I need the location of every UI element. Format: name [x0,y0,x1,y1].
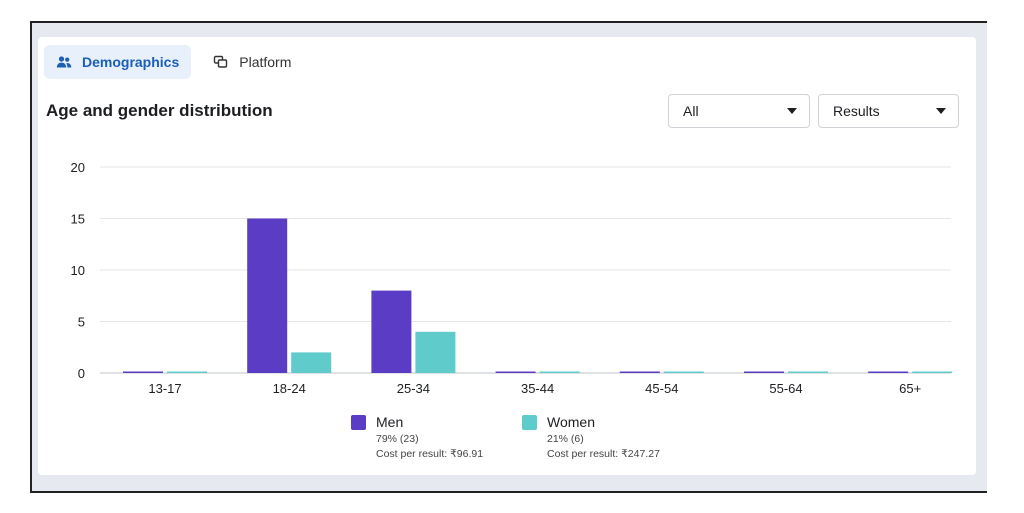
y-tick-label: 0 [78,366,85,381]
legend-men-name: Men [376,414,404,430]
caret-down-icon [787,108,797,114]
tab-bar: Demographics Platform [44,45,303,79]
x-tick-label: 55-64 [769,381,802,396]
age-gender-bar-chart: 0 5 10 15 20 13-17 18-24 25-34 35-44 45-54 55-64 65… [71,160,953,396]
bar-men-35-44 [495,371,536,373]
legend-women: Women 21% (6) Cost per result: ₹247.27 [522,414,660,460]
x-tick-label: 45-54 [645,381,678,396]
y-tick-label: 10 [71,263,85,278]
tab-demographics[interactable]: Demographics [44,45,192,79]
audience-filter-value: All [683,103,699,119]
y-tick-label: 15 [71,212,85,227]
x-tick-label: 18-24 [273,381,306,396]
x-tick-label: 13-17 [148,381,181,396]
tab-demographics-label: Demographics [82,54,180,70]
legend-women-cost: Cost per result: ₹247.27 [547,448,660,460]
bar-men-55-64 [744,371,784,373]
x-tick-label: 25-34 [397,381,430,396]
bar-men-25-34 [371,290,412,373]
legend-men-swatch [351,415,366,430]
tab-platform-label: Platform [239,54,292,70]
bar-men-13-17 [123,371,163,373]
metric-filter-value: Results [833,103,880,119]
bar-women-35-44 [539,371,580,373]
section-title: Age and gender distribution [46,101,273,120]
page-frame: Demographics Platform Age and gender dis… [30,21,987,493]
legend-women-swatch [522,415,537,430]
bar-men-45-54 [619,371,660,373]
metric-filter-dropdown[interactable]: Results [818,94,959,128]
y-tick-label: 5 [78,315,85,330]
x-tick-label: 35-44 [521,381,554,396]
tab-platform[interactable]: Platform [201,45,303,79]
people-icon [56,55,72,69]
bar-women-25-34 [415,331,456,373]
platform-icon [213,55,229,69]
bar-women-13-17 [167,371,207,373]
caret-down-icon [936,108,946,114]
legend-women-name: Women [547,414,595,430]
bar-men-18-24 [247,218,288,373]
x-tick-label: 65+ [899,381,921,396]
legend-men-share: 79% (23) [376,433,419,445]
audience-filter-dropdown[interactable]: All [668,94,810,128]
legend-women-share: 21% (6) [547,433,584,445]
legend-men-cost: Cost per result: ₹96.91 [376,448,484,460]
legend-men: Men 79% (23) Cost per result: ₹96.91 [351,414,483,460]
bar-women-65+ [912,371,953,373]
insights-panel: Demographics Platform Age and gender dis… [38,37,976,475]
bar-women-55-64 [788,371,828,373]
bar-men-65+ [868,371,909,373]
bar-women-45-54 [663,371,704,373]
bar-women-18-24 [291,352,332,373]
y-tick-label: 20 [71,160,85,175]
